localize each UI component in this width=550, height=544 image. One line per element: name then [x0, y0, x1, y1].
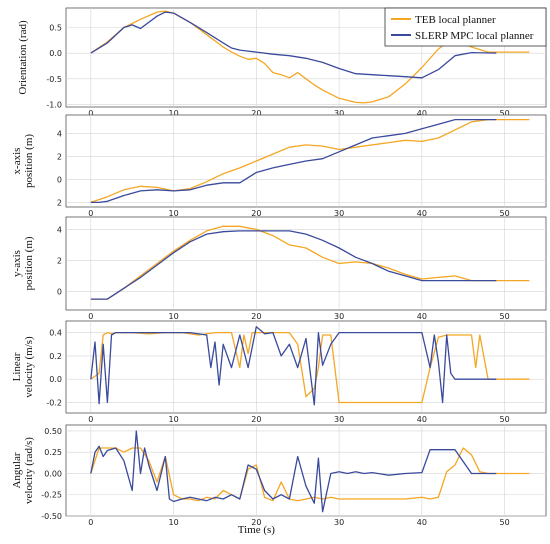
y-axis-label-line: x-axis — [11, 148, 23, 175]
x-tick-label: 50 — [500, 518, 510, 527]
x-tick-label: 30 — [334, 209, 344, 218]
x-tick-label: 50 — [500, 312, 510, 321]
x-tick-label: 10 — [168, 209, 178, 218]
y-tick-label: 0 — [57, 175, 62, 184]
y-tick-label: 0.2 — [49, 352, 62, 361]
x-tick-label: 40 — [417, 209, 427, 218]
y-tick-label: 2 — [57, 152, 62, 161]
panel-5: 0 10 20 30 40 50 -0.50 -0.25 0.00 0.25 0.50 Angular… — [11, 424, 547, 527]
x-tick-label: 30 — [334, 109, 344, 118]
y-axis-label-line: velocity (rad/s) — [23, 437, 35, 504]
y-tick-label: 0.50 — [44, 427, 62, 436]
x-tick-label: 30 — [334, 518, 344, 527]
y-tick-label: -0.5 — [46, 75, 62, 84]
teb-series-line — [90, 331, 530, 404]
teb-series-line — [90, 447, 530, 502]
y-tick-label: -0.2 — [46, 399, 62, 408]
y-tick-label: 0.0 — [49, 375, 62, 384]
y-tick-label: 0.5 — [49, 23, 62, 32]
x-tick-label: 50 — [500, 209, 510, 218]
legend: TEB local planner SLERP MPC local planner — [384, 7, 547, 47]
x-tick-label: 40 — [417, 312, 427, 321]
y-tick-label: 4 — [57, 225, 62, 234]
y-tick-label: 2 — [57, 256, 62, 265]
x-tick-label: 0 — [88, 209, 93, 218]
teb-series-line — [90, 225, 530, 300]
y-axis-label-line: y-axis — [11, 250, 23, 277]
y-axis-label: Angularvelocity (rad/s) — [11, 437, 35, 504]
x-tick-label: 20 — [251, 209, 261, 218]
slerp-series-line — [90, 11, 497, 79]
x-tick-label: 30 — [334, 312, 344, 321]
x-tick-label: 0 — [88, 312, 93, 321]
y-tick-label: 0.0 — [49, 49, 62, 58]
x-tick-label: 50 — [500, 109, 510, 118]
x-tick-label: 20 — [251, 109, 261, 118]
legend-label-slerp: SLERP MPC local planner — [415, 30, 534, 42]
slerp-series-line — [90, 230, 497, 300]
y-tick-label: 4 — [57, 129, 62, 138]
x-tick-label: 10 — [168, 518, 178, 527]
y-axis-label: Linearvelocity (m/s) — [11, 336, 35, 398]
y-tick-label: 0.25 — [44, 448, 62, 457]
x-axis-label: Time (s) — [238, 524, 276, 536]
legend-label-teb: TEB local planner — [415, 14, 496, 26]
y-axis-label: x-axisposition (m) — [11, 134, 35, 188]
y-axis-label: y-axisposition (m) — [11, 236, 35, 290]
legend-box — [384, 7, 547, 47]
y-tick-label: 0.00 — [44, 469, 62, 478]
y-axis-label-line: velocity (m/s) — [23, 336, 35, 398]
plot-frame — [65, 320, 547, 414]
panel-4: 0 10 20 30 40 50 -0.2 0.0 0.2 0.4 Linearvelocity (… — [11, 320, 547, 424]
y-axis-label: Orientation (rad) — [17, 20, 29, 95]
x-tick-label: 10 — [168, 109, 178, 118]
x-tick-label: 10 — [168, 415, 178, 424]
y-axis-label-line: position (m) — [23, 134, 35, 188]
x-tick-label: 20 — [251, 312, 261, 321]
y-tick-label: 0 — [57, 287, 62, 296]
x-tick-label: 40 — [417, 518, 427, 527]
x-tick-label: 20 — [251, 415, 261, 424]
y-tick-label: -0.50 — [41, 512, 62, 521]
plot-frame — [65, 424, 547, 517]
plot-frame — [65, 216, 547, 311]
x-tick-label: 30 — [334, 415, 344, 424]
y-tick-label: 2 — [57, 198, 62, 207]
slerp-series-line — [90, 326, 497, 406]
slerp-series-line — [90, 118, 497, 204]
teb-series-line — [90, 118, 530, 204]
y-axis-label-line: Linear — [11, 352, 23, 381]
y-tick-label: 0.4 — [49, 329, 62, 338]
y-tick-label: -1.0 — [46, 100, 62, 109]
x-tick-label: 10 — [168, 312, 178, 321]
slerp-series-line — [90, 430, 497, 513]
y-axis-label-line: Angular — [11, 452, 23, 488]
x-tick-label: 40 — [417, 415, 427, 424]
x-tick-label: 50 — [500, 415, 510, 424]
y-tick-label: -0.25 — [41, 491, 62, 500]
x-tick-label: 0 — [88, 518, 93, 527]
panel-3: 0 10 20 30 40 50 0 2 4 y-axisposition (m) — [11, 216, 547, 321]
x-tick-label: 0 — [88, 415, 93, 424]
x-tick-label: 20 — [251, 518, 261, 527]
x-tick-label: 0 — [88, 109, 93, 118]
y-axis-label-line: position (m) — [23, 236, 35, 290]
x-tick-label: 40 — [417, 109, 427, 118]
y-axis-label-line: Orientation (rad) — [17, 20, 29, 95]
